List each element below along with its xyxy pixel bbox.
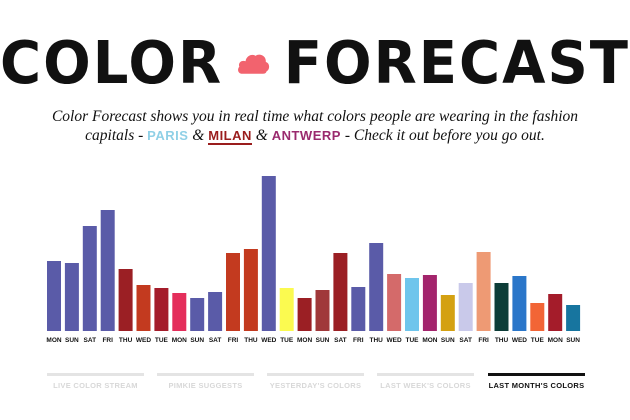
- description-text-after: - Check it out before you go out.: [340, 127, 545, 144]
- bar-19[interactable]: [369, 243, 384, 331]
- bar-24[interactable]: [458, 283, 473, 331]
- day-label: MON: [297, 337, 312, 344]
- day-label: FRI: [478, 337, 489, 344]
- description: Color Forecast shows you in real time wh…: [40, 107, 590, 145]
- day-label: MON: [548, 337, 563, 344]
- day-label: WED: [387, 337, 402, 344]
- bar-16[interactable]: [315, 290, 330, 331]
- day-label: SAT: [209, 337, 222, 344]
- tab-pimkie-suggests[interactable]: PIMKIE SUGGESTS: [157, 373, 254, 393]
- day-label: THU: [370, 337, 384, 344]
- bar-27[interactable]: [512, 276, 527, 331]
- title-color-word: COLOR: [0, 29, 224, 98]
- city-link-antwerp[interactable]: ANTWERP: [271, 128, 341, 143]
- day-label: WED: [512, 337, 527, 344]
- day-label: SUN: [316, 337, 330, 344]
- bar-12[interactable]: [243, 249, 258, 331]
- bar-29[interactable]: [548, 294, 563, 331]
- day-label: THU: [495, 337, 509, 344]
- bar-7[interactable]: [154, 288, 169, 331]
- day-label: MON: [46, 337, 61, 344]
- day-label: SAT: [459, 337, 472, 344]
- day-label: TUE: [531, 337, 545, 344]
- bar-9[interactable]: [190, 298, 205, 331]
- bar-8[interactable]: [172, 293, 187, 331]
- day-label: TUE: [406, 337, 420, 344]
- bar-3[interactable]: [82, 226, 97, 331]
- bar-28[interactable]: [530, 303, 545, 331]
- day-label: THU: [244, 337, 258, 344]
- bar-30[interactable]: [566, 305, 581, 331]
- day-label: SUN: [441, 337, 455, 344]
- bar-6[interactable]: [136, 285, 151, 331]
- day-label: FRI: [353, 337, 364, 344]
- bar-2[interactable]: [64, 263, 79, 331]
- bar-13[interactable]: [261, 176, 276, 331]
- ampersand: &: [251, 127, 272, 144]
- bar-22[interactable]: [422, 275, 437, 331]
- bar-11[interactable]: [226, 253, 240, 331]
- bar-23[interactable]: [440, 295, 455, 331]
- title-forecast-word: FORECAST: [283, 29, 630, 98]
- city-link-milan[interactable]: MILAN: [208, 128, 252, 145]
- bar-20[interactable]: [387, 274, 402, 331]
- tab-last-week-s-colors[interactable]: LAST WEEK'S COLORS: [377, 373, 474, 393]
- day-label: SAT: [84, 337, 97, 344]
- bar-10[interactable]: [208, 292, 223, 331]
- day-label: FRI: [228, 337, 239, 344]
- ampersand: &: [188, 127, 209, 144]
- bar-18[interactable]: [351, 287, 366, 331]
- day-label: TUE: [280, 337, 294, 344]
- day-label: FRI: [102, 337, 113, 344]
- bar-25[interactable]: [476, 252, 491, 331]
- cloud-icon: [238, 54, 270, 74]
- color-bar-chart: MON SUN SAT FRI THU WED TUE MON SUN SAT FRI THU WED T…: [46, 176, 581, 344]
- day-label: WED: [261, 337, 276, 344]
- day-label: SUN: [65, 337, 79, 344]
- day-label: SUN: [566, 337, 580, 344]
- tab-live-color-stream[interactable]: LIVE COLOR STREAM: [47, 373, 144, 393]
- page-header: COLOR FORECAST: [0, 28, 630, 100]
- tab-last-month-s-colors[interactable]: LAST MONTH'S COLORS: [488, 373, 585, 393]
- bar-21[interactable]: [405, 278, 419, 331]
- bar-26[interactable]: [494, 283, 509, 331]
- day-label: MON: [172, 337, 187, 344]
- bar-15[interactable]: [297, 298, 312, 331]
- day-label: SUN: [190, 337, 204, 344]
- description-text-before: Color Forecast shows you in real time wh…: [51, 108, 579, 144]
- city-link-paris[interactable]: PARIS: [147, 128, 189, 143]
- tab-yesterday-s-colors[interactable]: YESTERDAY'S COLORS: [267, 373, 364, 393]
- bar-14[interactable]: [279, 288, 294, 331]
- day-label: SAT: [334, 337, 347, 344]
- bar-1[interactable]: [47, 261, 61, 331]
- bar-4[interactable]: [100, 210, 115, 331]
- day-label: MON: [422, 337, 437, 344]
- bar-17[interactable]: [333, 253, 348, 331]
- bar-5[interactable]: [118, 269, 133, 331]
- day-label: THU: [119, 337, 133, 344]
- day-label: WED: [136, 337, 151, 344]
- day-label: TUE: [155, 337, 169, 344]
